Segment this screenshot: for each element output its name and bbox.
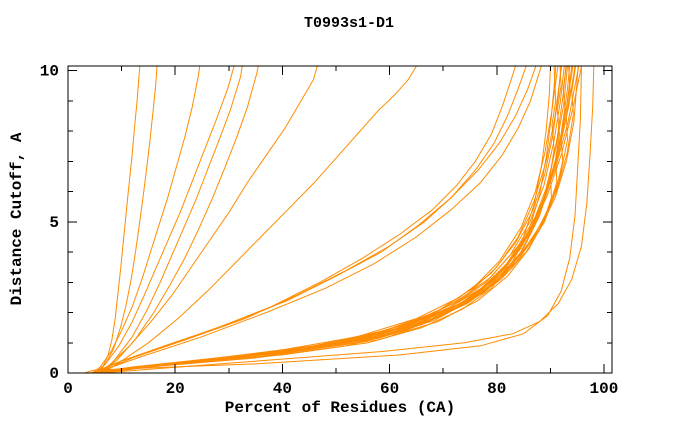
x-tick-label: 0 xyxy=(63,380,73,398)
model-curve xyxy=(97,65,318,374)
model-curve xyxy=(102,65,243,374)
model-curve xyxy=(94,65,565,374)
x-tick-label: 80 xyxy=(487,380,506,398)
model-curve xyxy=(92,65,557,374)
model-curve xyxy=(89,65,551,374)
model-curve xyxy=(100,65,576,374)
model-curve xyxy=(94,65,568,374)
model-curve xyxy=(97,65,527,374)
model-curve xyxy=(99,65,259,374)
model-curve xyxy=(97,65,141,374)
axis-tick-labels: 0 20 40 60 80 100 0 5 10 xyxy=(40,63,619,398)
model-curve xyxy=(97,65,158,374)
model-curve xyxy=(92,65,577,374)
model-curve xyxy=(91,65,201,374)
model-curve xyxy=(102,65,417,374)
axis-ticks xyxy=(67,66,612,374)
curves xyxy=(83,65,595,374)
model-curve xyxy=(94,65,562,374)
y-tick-label: 5 xyxy=(49,214,59,232)
model-curve xyxy=(94,65,574,374)
y-axis-label: Distance Cutoff, A xyxy=(8,132,26,305)
model-curve xyxy=(91,65,537,374)
x-tick-label: 100 xyxy=(590,380,619,398)
x-tick-label: 60 xyxy=(380,380,399,398)
model-curve xyxy=(94,65,235,374)
chart-title: T0993s1-D1 xyxy=(304,15,394,32)
model-curve xyxy=(94,65,559,374)
x-axis-label: Percent of Residues (CA) xyxy=(225,399,455,417)
y-tick-label: 10 xyxy=(40,63,59,81)
model-curve xyxy=(94,65,579,374)
model-curve xyxy=(94,65,516,374)
model-curve xyxy=(92,65,557,374)
plot-frame xyxy=(67,65,613,374)
x-tick-label: 40 xyxy=(273,380,292,398)
model-curve xyxy=(83,65,582,374)
model-curve xyxy=(94,65,542,374)
model-curve xyxy=(100,65,595,374)
model-curve xyxy=(100,65,567,374)
x-tick-label: 20 xyxy=(166,380,185,398)
model-curve xyxy=(92,65,563,374)
y-tick-label: 0 xyxy=(49,365,59,383)
